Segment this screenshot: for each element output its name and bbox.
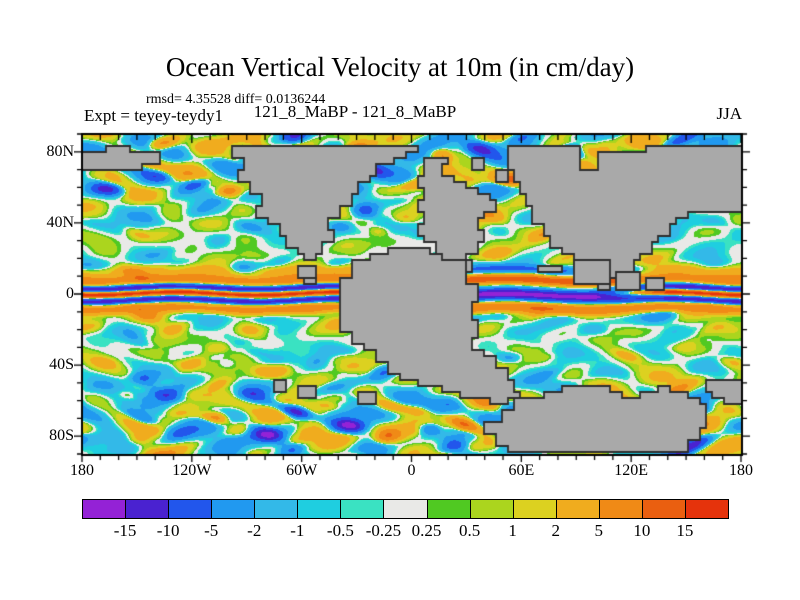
colorbar-cell <box>168 499 213 519</box>
colorbar-tick-label: -15 <box>113 521 137 540</box>
season-label: JJA <box>716 104 742 123</box>
colorbar-cell <box>340 499 385 519</box>
colorbar-cell <box>125 499 170 519</box>
x-tick-label: 60E <box>508 462 535 479</box>
colorbar-tick-label: 15 <box>676 521 694 540</box>
colorbar-tick-label: -1 <box>290 521 305 540</box>
colorbar-cell <box>684 499 729 519</box>
x-tick-label: 120W <box>172 462 212 479</box>
colorbar-tick-label: -5 <box>204 521 219 540</box>
rmsd-diff-stats: rmsd= 4.35528 diff= 0.0136244 <box>146 92 326 107</box>
x-tick-label: 0 <box>407 462 416 479</box>
y-tick-label: 40S <box>49 356 74 374</box>
colorbar-cell <box>254 499 299 519</box>
x-tick-label: 180 <box>729 462 753 479</box>
colorbar-tick-label: -2 <box>247 521 262 540</box>
colorbar <box>82 499 729 519</box>
colorbar-tick-label: 0.25 <box>411 521 442 540</box>
colorbar-tick-label: -0.25 <box>365 521 402 540</box>
colorbar-cell <box>297 499 342 519</box>
figure-title: Ocean Vertical Velocity at 10m (in cm/da… <box>165 52 635 82</box>
colorbar-cell <box>211 499 256 519</box>
y-tick-label: 0 <box>66 285 74 302</box>
y-tick-label: 80N <box>46 142 74 160</box>
colorbar-cell <box>383 499 428 519</box>
x-tick-label: 120E <box>614 462 649 479</box>
map-plot-canvas <box>74 128 758 475</box>
colorbar-cell <box>641 499 686 519</box>
colorbar-tick-label: -10 <box>156 521 180 540</box>
colorbar-tick-label: 0.5 <box>458 521 481 540</box>
colorbar-tick-label: 5 <box>594 521 604 540</box>
colorbar-cell <box>82 499 127 519</box>
colorbar-cell <box>426 499 471 519</box>
x-tick-label: 180 <box>70 462 94 479</box>
run-difference-label: 121_8_MaBP - 121_8_MaBP <box>253 102 457 121</box>
x-tick-label: 60W <box>286 462 318 479</box>
colorbar-tick-label: -0.5 <box>326 521 354 540</box>
experiment-label: Expt = teyey-teydy1 <box>84 106 223 125</box>
colorbar-cell <box>555 499 600 519</box>
colorbar-tick-label: 2 <box>551 521 560 540</box>
y-tick-label: 40N <box>46 213 74 231</box>
y-tick-label: 80S <box>49 427 74 445</box>
colorbar-tick-label: 1 <box>508 521 517 540</box>
colorbar-cell <box>469 499 514 519</box>
colorbar-cell <box>512 499 557 519</box>
colorbar-tick-label: 10 <box>633 521 651 540</box>
colorbar-cell <box>598 499 643 519</box>
